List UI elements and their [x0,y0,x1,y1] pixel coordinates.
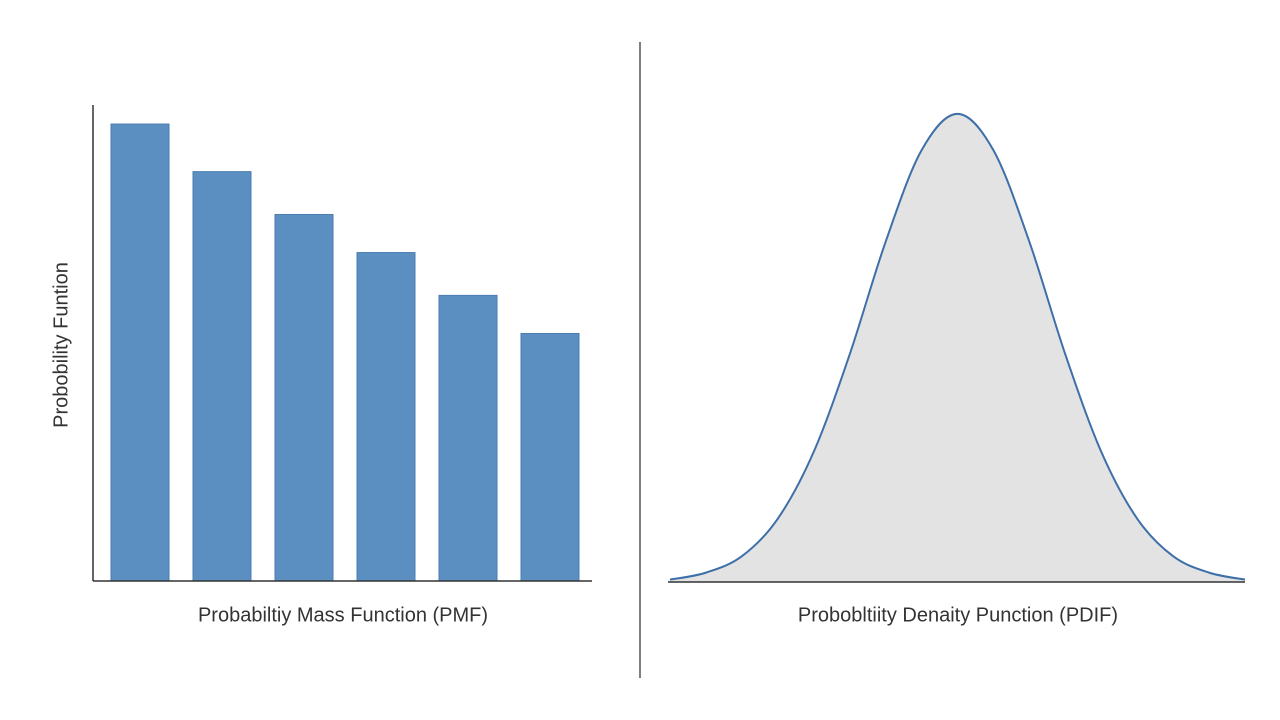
bar [438,294,498,582]
bar [274,213,334,582]
bar [356,252,416,582]
bar [110,123,170,582]
y-axis-label: Probobility Funtion [50,262,72,428]
x-axis-label: Probobltiity Denaity Punction (PDIF) [798,604,1118,626]
area-fill [670,113,1245,582]
x-axis-label: Probabiltiy Mass Function (PMF) [198,604,488,626]
curve [669,112,1246,581]
bar [520,332,580,582]
bar [192,171,252,582]
